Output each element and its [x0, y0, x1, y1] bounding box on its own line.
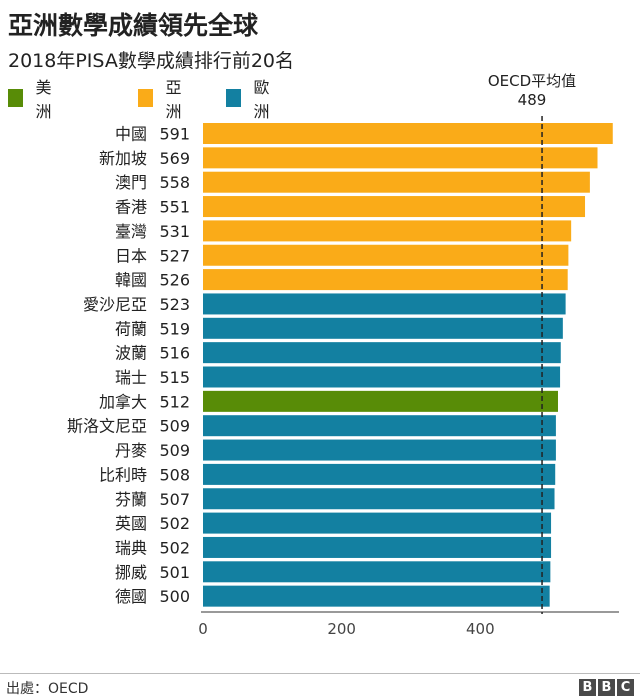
bar	[203, 147, 598, 169]
bar	[203, 463, 556, 485]
category-label: 臺灣	[115, 222, 147, 241]
category-label: 比利時	[99, 465, 147, 484]
bar	[203, 317, 563, 339]
category-label: 澳門	[115, 173, 147, 192]
legend-swatch-asia	[138, 89, 154, 107]
x-tick-label: 200	[327, 620, 356, 638]
legend-item-americas: 美洲	[8, 78, 58, 121]
category-label: 香港	[115, 198, 147, 217]
bbc-logo-letter: B	[598, 679, 615, 696]
category-label: 芬蘭	[115, 490, 147, 509]
category-label: 英國	[115, 514, 147, 533]
value-label: 515	[159, 368, 190, 387]
value-label: 508	[159, 465, 190, 484]
legend-swatch-americas	[8, 89, 24, 107]
bar	[203, 171, 590, 193]
value-label: 501	[159, 563, 190, 582]
value-label: 569	[159, 149, 190, 168]
legend-label-europe: 歐洲	[253, 78, 270, 121]
oecd-average-label: OECD平均值 489	[470, 72, 594, 110]
category-label: 挪威	[115, 563, 147, 582]
bar	[203, 585, 550, 607]
value-label: 526	[159, 271, 190, 290]
bar	[203, 536, 552, 558]
value-label: 500	[159, 587, 190, 606]
value-label: 519	[159, 319, 190, 338]
bbc-logo-letter: C	[617, 679, 634, 696]
bar	[203, 488, 555, 510]
bar	[203, 415, 556, 437]
bar	[203, 439, 556, 461]
bbc-logo: B B C	[579, 679, 634, 696]
value-label: 527	[159, 246, 190, 265]
legend-swatch-europe	[226, 89, 242, 107]
oecd-average-value: 489	[517, 91, 547, 109]
legend-item-europe: 歐洲	[226, 78, 276, 121]
category-label: 加拿大	[99, 392, 147, 411]
category-label: 愛沙尼亞	[83, 295, 147, 314]
category-label: 斯洛文尼亞	[67, 417, 147, 436]
bar	[203, 244, 569, 266]
category-label: 波蘭	[115, 344, 147, 363]
legend-label-americas: 美洲	[35, 78, 52, 121]
bar	[203, 390, 558, 412]
value-label: 509	[159, 417, 190, 436]
value-label: 512	[159, 392, 190, 411]
value-label: 507	[159, 490, 190, 509]
value-label: 591	[159, 125, 190, 144]
value-label: 558	[159, 173, 190, 192]
x-tick-label: 0	[198, 620, 208, 638]
category-label: 瑞典	[115, 538, 147, 557]
value-label: 502	[159, 514, 190, 533]
category-label: 新加坡	[99, 149, 147, 168]
legend-item-asia: 亞洲	[138, 78, 188, 121]
bar	[203, 366, 561, 388]
category-label: 德國	[115, 587, 147, 606]
value-label: 516	[159, 344, 190, 363]
chart-title: 亞洲數學成績領先全球	[8, 11, 259, 40]
value-label: 502	[159, 538, 190, 557]
x-tick-label: 400	[466, 620, 495, 638]
bar	[203, 561, 551, 583]
bbc-logo-letter: B	[579, 679, 596, 696]
value-label: 523	[159, 295, 190, 314]
value-label: 551	[159, 198, 190, 217]
value-label: 509	[159, 441, 190, 460]
category-label: 瑞士	[115, 368, 147, 387]
bar	[203, 123, 613, 144]
category-label: 荷蘭	[115, 319, 147, 338]
category-label: 丹麥	[115, 441, 147, 460]
bar	[203, 293, 566, 315]
category-label: 韓國	[115, 271, 147, 290]
bar	[203, 269, 568, 291]
bar	[203, 220, 572, 242]
chart-subtitle: 2018年PISA數學成績排行前20名	[8, 50, 295, 72]
oecd-average-title: OECD平均值	[487, 72, 577, 90]
legend-label-asia: 亞洲	[165, 78, 182, 121]
category-label: 中國	[115, 125, 147, 144]
bar	[203, 512, 552, 534]
category-label: 日本	[115, 246, 147, 265]
bar	[203, 342, 561, 364]
footer-divider	[0, 673, 640, 674]
value-label: 531	[159, 222, 190, 241]
source-note: 出處：OECD	[6, 681, 89, 697]
bar	[203, 196, 586, 218]
